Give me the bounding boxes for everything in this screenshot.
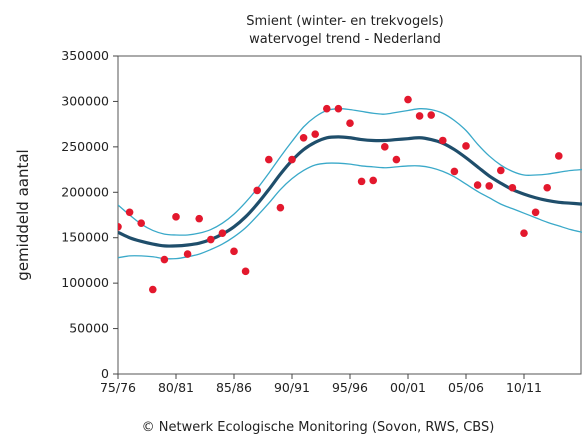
data-point (160, 255, 169, 264)
x-axis: 75/76 80/81 85/86 90/91 95/96 00/01 05/06 10/11 (100, 374, 542, 395)
copyright-note: © Netwerk Ecologische Monitoring (Sovon,… (142, 420, 495, 435)
data-point (288, 155, 296, 164)
data-point (485, 182, 494, 190)
y-tick-label: 250000 (61, 139, 109, 154)
data-point (439, 136, 447, 145)
x-tick-label: 05/06 (448, 380, 484, 395)
data-point (450, 167, 459, 176)
plot-area (117, 55, 582, 375)
x-tick-label: 75/76 (100, 380, 136, 395)
data-point (118, 223, 122, 231)
data-point (392, 155, 401, 164)
data-point (125, 208, 134, 217)
data-point (172, 213, 180, 221)
data-point (299, 133, 308, 142)
data-point (381, 143, 389, 151)
data-point (415, 112, 424, 120)
y-tick-label: 300000 (61, 93, 109, 108)
data-point (508, 183, 517, 192)
chart-title: Smient (winter- en trekvogels) (246, 14, 443, 29)
y-axis: 0 50000 100000 150000 200000 250000 300000 3500… (61, 48, 118, 381)
x-tick-label: 90/91 (274, 380, 310, 395)
data-point (137, 219, 145, 227)
upper-confidence-line (118, 108, 582, 236)
data-point (334, 104, 343, 113)
data-point (462, 142, 470, 150)
data-point (218, 229, 227, 237)
data-point (427, 111, 436, 119)
data-point (195, 214, 203, 223)
x-tick-label: 80/81 (158, 380, 194, 395)
data-point (276, 203, 285, 212)
data-point (520, 229, 528, 237)
plot-frame (117, 55, 582, 375)
data-point (323, 104, 331, 113)
lower-confidence-line (118, 162, 582, 260)
y-tick-label: 150000 (61, 230, 109, 245)
y-tick-label: 350000 (61, 48, 109, 63)
data-point (265, 155, 273, 164)
data-point (531, 208, 540, 217)
y-tick-label: 200000 (61, 184, 109, 199)
trend-line (118, 135, 582, 248)
data-point (311, 130, 320, 138)
x-tick-label: 95/96 (332, 380, 368, 395)
data-point (207, 235, 215, 244)
data-point (357, 177, 366, 186)
data-point (497, 166, 505, 175)
data-point (241, 267, 250, 276)
data-point (404, 95, 412, 104)
data-point (543, 183, 551, 192)
data-point (555, 152, 563, 160)
data-point (369, 176, 378, 185)
data-point (473, 181, 482, 189)
data-point (253, 186, 261, 195)
y-axis-label: gemiddeld aantal (14, 149, 32, 280)
data-point (230, 247, 238, 256)
data-point (346, 119, 354, 128)
x-tick-label: 85/86 (216, 380, 252, 395)
y-tick-label: 50000 (69, 321, 109, 336)
data-point (149, 285, 157, 294)
x-tick-label: 10/11 (506, 380, 542, 395)
y-tick-label: 0 (101, 366, 109, 381)
chart-subtitle: watervogel trend - Nederland (249, 32, 441, 47)
data-point (183, 250, 192, 258)
y-tick-label: 100000 (61, 275, 109, 290)
x-tick-label: 00/01 (390, 380, 426, 395)
